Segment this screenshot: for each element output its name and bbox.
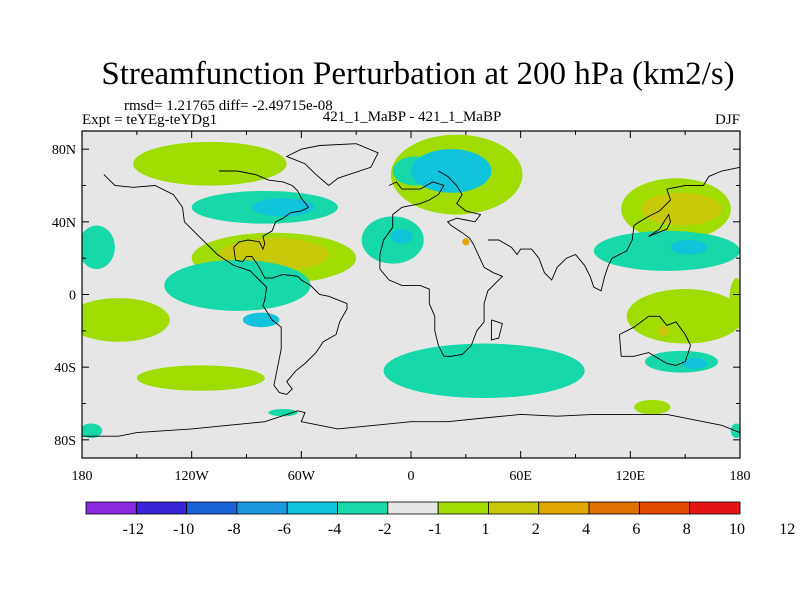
colorbar-swatch-9 bbox=[538, 501, 590, 515]
contour-region-13 bbox=[593, 230, 740, 271]
contour-region-20 bbox=[383, 343, 585, 399]
colorbar-swatch-5 bbox=[337, 501, 389, 515]
contour-region-22 bbox=[681, 358, 708, 369]
contour-region-26 bbox=[82, 423, 103, 439]
x-tick-label-2: 60W bbox=[288, 469, 316, 484]
colorbar-swatch-8 bbox=[488, 501, 540, 515]
contour-region-16 bbox=[242, 312, 280, 328]
coastline-asia-coast bbox=[487, 166, 740, 292]
colorbar-label-7: 1 bbox=[481, 521, 489, 538]
colorbar-label-11: 8 bbox=[683, 521, 691, 538]
stats-line: rmsd= 1.21765 diff= -2.49715e-08 bbox=[124, 98, 333, 114]
colorbar-label-8: 2 bbox=[532, 521, 540, 538]
left-label: Expt = teYEg-teYDg1 bbox=[82, 112, 217, 128]
contour-region-25 bbox=[633, 399, 671, 415]
colorbar-label-0: -12 bbox=[123, 521, 144, 538]
colorbar-label-5: -2 bbox=[378, 521, 391, 538]
center-label: 421_1_MaBP - 421_1_MaBP bbox=[323, 109, 502, 125]
colorbar-label-12: 10 bbox=[729, 521, 745, 538]
colorbar-swatch-6 bbox=[387, 501, 439, 515]
coastline-madagascar bbox=[490, 319, 503, 341]
colorbar-swatch-12 bbox=[689, 501, 741, 515]
y-tick-label-1: 40N bbox=[52, 216, 76, 231]
coastline-japan bbox=[648, 213, 671, 237]
colorbar-label-13: 12 bbox=[779, 521, 795, 538]
contour-region-15 bbox=[164, 259, 311, 311]
colorbar-swatch-7 bbox=[437, 501, 489, 515]
contour-region-21 bbox=[644, 350, 719, 373]
y-tick-label-0: 80N bbox=[52, 143, 76, 158]
coastline-australia bbox=[618, 315, 692, 366]
contour-region-8 bbox=[82, 225, 115, 270]
colorbar-label-3: -6 bbox=[278, 521, 291, 538]
chart-title: Streamfunction Perturbation at 200 hPa (… bbox=[101, 56, 734, 92]
colorbar-label-2: -8 bbox=[227, 521, 240, 538]
contour-regions bbox=[82, 134, 740, 439]
right-label: DJF bbox=[715, 112, 740, 128]
x-tick-label-5: 120E bbox=[616, 469, 646, 484]
contour-region-18 bbox=[626, 289, 740, 344]
coastlines bbox=[82, 143, 740, 437]
contour-region-12 bbox=[390, 229, 413, 244]
colorbar-swatch-0 bbox=[85, 501, 137, 515]
contour-region-28 bbox=[729, 278, 740, 330]
plot-area: 180 120W 60W 0 60E 120E 180 80N 40N 0 40S 80S bbox=[52, 130, 751, 484]
contour-region-17 bbox=[82, 298, 170, 342]
colorbar-swatch-4 bbox=[286, 501, 338, 515]
x-tick-label-3: 0 bbox=[408, 469, 415, 484]
colorbar-swatch-1 bbox=[135, 501, 188, 515]
colorbar: -12 -10 -8 -6 -4 -2 -1 1 2 4 6 8 10 12 bbox=[85, 501, 795, 538]
colorbar-label-4: -4 bbox=[328, 521, 341, 538]
colorbar-label-1: -10 bbox=[173, 521, 194, 538]
coastline-americas-east bbox=[219, 170, 348, 395]
x-tick-label-6: 180 bbox=[730, 469, 751, 484]
coastline-europe-africa bbox=[379, 170, 504, 357]
x-tick-label-0: 180 bbox=[72, 469, 93, 484]
colorbar-label-6: -1 bbox=[428, 521, 441, 538]
colorbar-swatch-11 bbox=[638, 501, 691, 515]
coastline-americas-west bbox=[103, 174, 287, 395]
x-tick-label-1: 120W bbox=[175, 469, 210, 484]
colorbar-label-9: 4 bbox=[582, 521, 590, 538]
colorbar-swatch-2 bbox=[186, 501, 238, 515]
y-tick-label-4: 80S bbox=[54, 434, 76, 449]
contour-region-5 bbox=[641, 192, 722, 226]
contour-region-23 bbox=[136, 365, 265, 391]
y-tick-label-3: 40S bbox=[54, 361, 76, 376]
y-tick-label-2: 0 bbox=[69, 289, 76, 304]
x-axis: 180 120W 60W 0 60E 120E 180 bbox=[72, 131, 751, 484]
contour-region-7 bbox=[251, 198, 315, 217]
y-axis: 80N 40N 0 40S 80S bbox=[52, 143, 740, 449]
colorbar-label-10: 6 bbox=[632, 521, 640, 538]
contour-region-19 bbox=[657, 325, 669, 337]
coastline-antarctica bbox=[82, 410, 740, 437]
contour-region-14 bbox=[670, 240, 708, 255]
colorbar-swatch-3 bbox=[236, 501, 288, 515]
contour-region-24 bbox=[268, 408, 298, 417]
contour-region-3 bbox=[411, 149, 492, 193]
contour-region-29 bbox=[462, 238, 470, 246]
x-tick-label-4: 60E bbox=[509, 469, 532, 484]
colorbar-swatch-10 bbox=[588, 501, 640, 515]
coastline-greenland bbox=[285, 143, 379, 186]
contour-region-0 bbox=[133, 141, 287, 186]
